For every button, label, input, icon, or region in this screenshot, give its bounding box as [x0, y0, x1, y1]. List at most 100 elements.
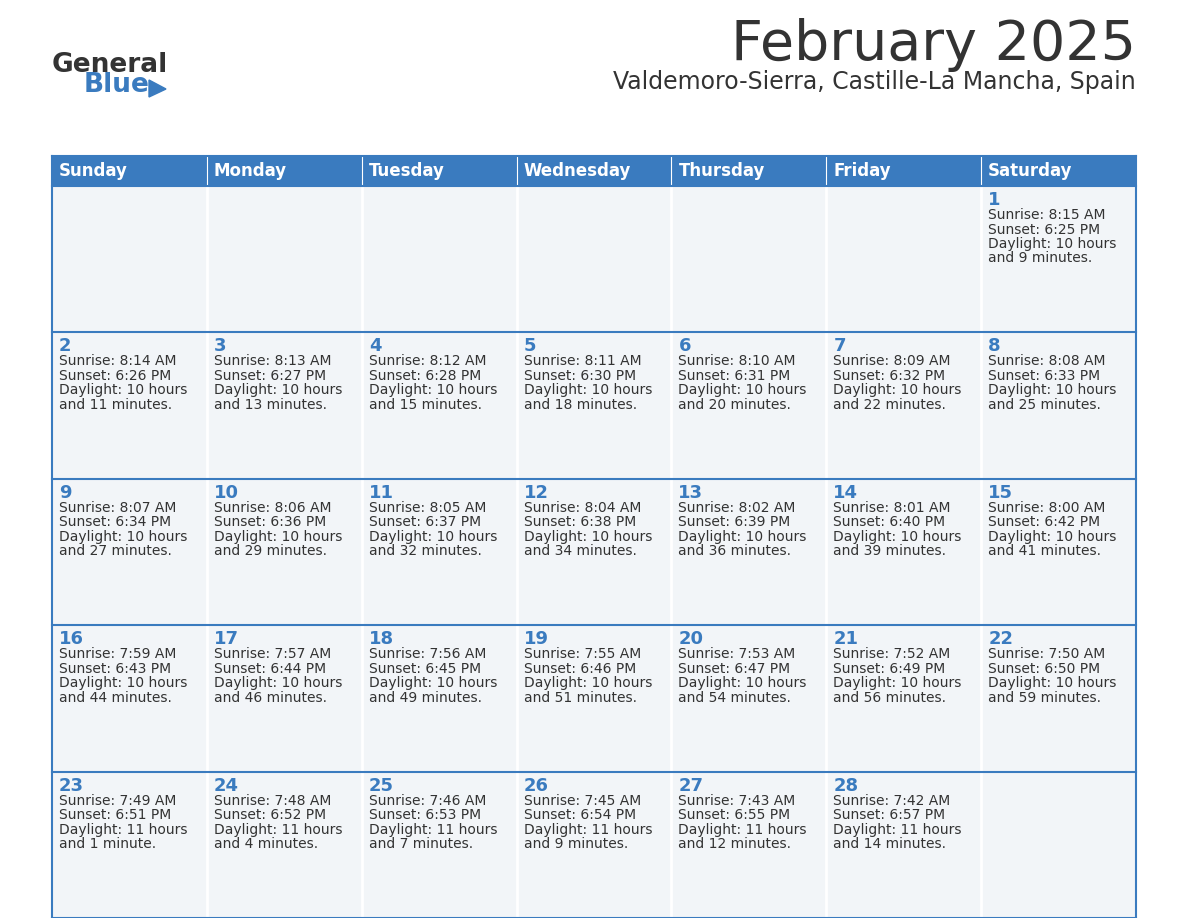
- Text: 4: 4: [368, 338, 381, 355]
- Text: 19: 19: [524, 630, 549, 648]
- Text: Valdemoro-Sierra, Castille-La Mancha, Spain: Valdemoro-Sierra, Castille-La Mancha, Sp…: [613, 70, 1136, 94]
- Text: and 15 minutes.: and 15 minutes.: [368, 397, 481, 412]
- Bar: [517, 156, 671, 186]
- Text: Daylight: 10 hours: Daylight: 10 hours: [524, 384, 652, 397]
- Text: Sunset: 6:50 PM: Sunset: 6:50 PM: [988, 662, 1100, 676]
- Text: 26: 26: [524, 777, 549, 795]
- Text: Sunrise: 7:50 AM: Sunrise: 7:50 AM: [988, 647, 1105, 661]
- Text: Daylight: 10 hours: Daylight: 10 hours: [988, 677, 1117, 690]
- Text: 6: 6: [678, 338, 691, 355]
- Text: and 18 minutes.: and 18 minutes.: [524, 397, 637, 412]
- Text: Sunrise: 7:45 AM: Sunrise: 7:45 AM: [524, 793, 640, 808]
- Text: and 41 minutes.: and 41 minutes.: [988, 544, 1101, 558]
- Text: Sunset: 6:38 PM: Sunset: 6:38 PM: [524, 515, 636, 530]
- Text: Sunset: 6:37 PM: Sunset: 6:37 PM: [368, 515, 481, 530]
- Text: Sunset: 6:33 PM: Sunset: 6:33 PM: [988, 369, 1100, 383]
- Text: Sunrise: 7:46 AM: Sunrise: 7:46 AM: [368, 793, 486, 808]
- Bar: [827, 772, 981, 918]
- Text: 10: 10: [214, 484, 239, 502]
- Bar: [207, 479, 361, 625]
- Text: Daylight: 10 hours: Daylight: 10 hours: [214, 384, 342, 397]
- Text: 20: 20: [678, 630, 703, 648]
- Text: and 39 minutes.: and 39 minutes.: [833, 544, 947, 558]
- Text: and 20 minutes.: and 20 minutes.: [678, 397, 791, 412]
- Text: Sunset: 6:28 PM: Sunset: 6:28 PM: [368, 369, 481, 383]
- Text: Sunset: 6:45 PM: Sunset: 6:45 PM: [368, 662, 481, 676]
- Text: Sunrise: 8:06 AM: Sunrise: 8:06 AM: [214, 501, 331, 515]
- Text: 18: 18: [368, 630, 394, 648]
- Text: Sunset: 6:36 PM: Sunset: 6:36 PM: [214, 515, 327, 530]
- Text: and 22 minutes.: and 22 minutes.: [833, 397, 946, 412]
- Text: Sunrise: 7:55 AM: Sunrise: 7:55 AM: [524, 647, 640, 661]
- Text: Sunrise: 7:42 AM: Sunrise: 7:42 AM: [833, 793, 950, 808]
- Text: Sunrise: 8:15 AM: Sunrise: 8:15 AM: [988, 208, 1106, 222]
- Text: Sunrise: 8:12 AM: Sunrise: 8:12 AM: [368, 354, 486, 368]
- Text: Daylight: 10 hours: Daylight: 10 hours: [368, 677, 497, 690]
- Text: 7: 7: [833, 338, 846, 355]
- Bar: [671, 479, 827, 625]
- Bar: [827, 156, 981, 186]
- Bar: [827, 479, 981, 625]
- Text: Sunset: 6:34 PM: Sunset: 6:34 PM: [59, 515, 171, 530]
- Text: Tuesday: Tuesday: [368, 162, 444, 180]
- Bar: [207, 625, 361, 772]
- Bar: [52, 332, 207, 479]
- Text: Sunrise: 7:49 AM: Sunrise: 7:49 AM: [59, 793, 176, 808]
- Text: and 46 minutes.: and 46 minutes.: [214, 690, 327, 705]
- Text: 13: 13: [678, 484, 703, 502]
- Text: and 9 minutes.: and 9 minutes.: [988, 252, 1093, 265]
- Text: February 2025: February 2025: [731, 18, 1136, 72]
- Bar: [671, 772, 827, 918]
- Text: Daylight: 11 hours: Daylight: 11 hours: [214, 823, 342, 836]
- Text: Sunrise: 8:02 AM: Sunrise: 8:02 AM: [678, 501, 796, 515]
- Text: Sunset: 6:54 PM: Sunset: 6:54 PM: [524, 808, 636, 823]
- Bar: [671, 186, 827, 332]
- Bar: [361, 186, 517, 332]
- Text: Daylight: 10 hours: Daylight: 10 hours: [833, 677, 961, 690]
- Text: Daylight: 10 hours: Daylight: 10 hours: [59, 677, 188, 690]
- Text: Daylight: 11 hours: Daylight: 11 hours: [524, 823, 652, 836]
- Text: Daylight: 10 hours: Daylight: 10 hours: [833, 384, 961, 397]
- Text: 27: 27: [678, 777, 703, 795]
- Text: Daylight: 10 hours: Daylight: 10 hours: [988, 384, 1117, 397]
- Text: Daylight: 10 hours: Daylight: 10 hours: [59, 384, 188, 397]
- Text: 9: 9: [59, 484, 71, 502]
- Text: Sunset: 6:51 PM: Sunset: 6:51 PM: [59, 808, 171, 823]
- Text: Sunset: 6:32 PM: Sunset: 6:32 PM: [833, 369, 946, 383]
- Text: Sunset: 6:52 PM: Sunset: 6:52 PM: [214, 808, 326, 823]
- Text: 25: 25: [368, 777, 393, 795]
- Bar: [827, 625, 981, 772]
- Text: and 29 minutes.: and 29 minutes.: [214, 544, 327, 558]
- Text: Sunrise: 8:10 AM: Sunrise: 8:10 AM: [678, 354, 796, 368]
- Text: Daylight: 10 hours: Daylight: 10 hours: [988, 237, 1117, 251]
- Text: Sunset: 6:47 PM: Sunset: 6:47 PM: [678, 662, 790, 676]
- Text: 24: 24: [214, 777, 239, 795]
- Text: Daylight: 11 hours: Daylight: 11 hours: [833, 823, 962, 836]
- Bar: [981, 625, 1136, 772]
- Text: Sunset: 6:27 PM: Sunset: 6:27 PM: [214, 369, 326, 383]
- Text: and 44 minutes.: and 44 minutes.: [59, 690, 172, 705]
- Text: Sunset: 6:57 PM: Sunset: 6:57 PM: [833, 808, 946, 823]
- Bar: [52, 186, 207, 332]
- Bar: [827, 186, 981, 332]
- Text: Sunrise: 7:56 AM: Sunrise: 7:56 AM: [368, 647, 486, 661]
- Bar: [517, 332, 671, 479]
- Text: Sunrise: 8:01 AM: Sunrise: 8:01 AM: [833, 501, 950, 515]
- Text: and 34 minutes.: and 34 minutes.: [524, 544, 637, 558]
- Text: and 7 minutes.: and 7 minutes.: [368, 837, 473, 851]
- Text: Daylight: 10 hours: Daylight: 10 hours: [214, 530, 342, 543]
- Text: Sunset: 6:26 PM: Sunset: 6:26 PM: [59, 369, 171, 383]
- Text: 5: 5: [524, 338, 536, 355]
- Text: Sunrise: 8:11 AM: Sunrise: 8:11 AM: [524, 354, 642, 368]
- Text: 16: 16: [59, 630, 84, 648]
- Text: and 13 minutes.: and 13 minutes.: [214, 397, 327, 412]
- Text: Sunrise: 8:04 AM: Sunrise: 8:04 AM: [524, 501, 642, 515]
- Text: Wednesday: Wednesday: [524, 162, 631, 180]
- Text: and 11 minutes.: and 11 minutes.: [59, 397, 172, 412]
- Text: 3: 3: [214, 338, 227, 355]
- Text: and 27 minutes.: and 27 minutes.: [59, 544, 172, 558]
- Text: 14: 14: [833, 484, 858, 502]
- Text: Sunset: 6:42 PM: Sunset: 6:42 PM: [988, 515, 1100, 530]
- Text: Sunrise: 7:43 AM: Sunrise: 7:43 AM: [678, 793, 796, 808]
- Text: Sunset: 6:40 PM: Sunset: 6:40 PM: [833, 515, 946, 530]
